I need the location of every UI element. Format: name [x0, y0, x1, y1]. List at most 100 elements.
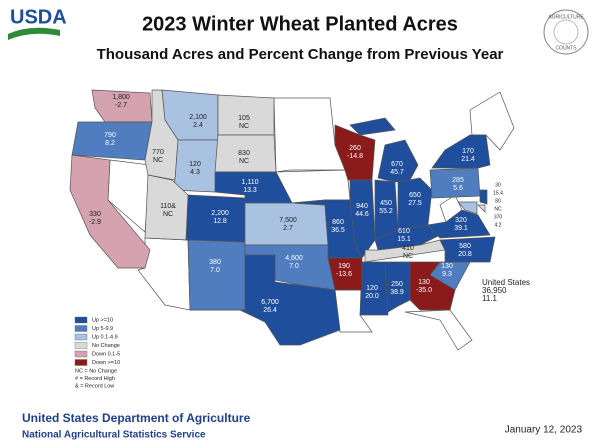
state-acres: 6,700 — [261, 299, 279, 306]
state-change: -14.8 — [347, 153, 363, 160]
state-change: 55.2 — [379, 208, 393, 215]
state-shape — [349, 117, 396, 136]
state-change: NC — [153, 157, 163, 164]
state-shape — [477, 204, 486, 213]
state-acres: 940 — [356, 203, 368, 210]
state-acres: 860 — [332, 219, 344, 226]
legend-swatch — [74, 325, 88, 332]
state-change: -13.6 — [336, 271, 352, 278]
legend-swatch — [74, 316, 88, 324]
state-acres: 370 — [494, 214, 503, 220]
nass-seal: AGRICULTURE COUNTS — [543, 9, 589, 55]
footer-date: January 12, 2023 — [505, 425, 583, 436]
legend-label: Up 0.1-4.9 — [92, 334, 118, 340]
legend-note: NC = No Change — [75, 368, 117, 374]
state-change: 5.6 — [453, 185, 463, 192]
state-change: -2.9 — [89, 219, 101, 226]
state-shape — [171, 139, 219, 193]
state-change: 26.4 — [263, 307, 277, 314]
state-acres: 830 — [238, 150, 250, 157]
state-change: 15.4 — [493, 190, 503, 196]
state-acres: 250 — [391, 281, 403, 288]
state-shape — [397, 177, 433, 231]
state-change: 38.9 — [390, 289, 404, 296]
legend-swatch — [74, 333, 88, 341]
us-total-label: United States — [482, 278, 530, 287]
state-acres: 190 — [338, 263, 350, 270]
state-change: -2.7 — [115, 102, 127, 109]
state-change: 13.3 — [243, 187, 257, 194]
legend: Up >=10 Up 5-9.9 Up 0.1-4.9 No Change Down 0… — [74, 316, 120, 389]
state-acres: 260 — [349, 145, 361, 152]
state-change: 44.6 — [355, 211, 369, 218]
state-shape — [457, 201, 478, 215]
legend-label: Up >=10 — [92, 317, 113, 323]
state-change: 4.2 — [495, 222, 502, 228]
state-acres: 110& — [160, 203, 176, 210]
legend-label: Down 0.1-5 — [92, 351, 120, 357]
state-acres: 450 — [380, 200, 392, 207]
state-change: 7.0 — [289, 263, 299, 270]
state-acres: 170 — [462, 148, 474, 155]
state-shape — [190, 254, 341, 346]
state-shape — [404, 309, 473, 351]
seal-top-text: AGRICULTURE — [548, 14, 584, 20]
usda-logo: USDA — [8, 6, 67, 40]
state-acres: 2,200 — [211, 210, 229, 217]
state-change: 4.3 — [190, 169, 200, 176]
title: 2023 Winter Wheat Planted Acres — [142, 13, 458, 35]
state-labels: 1,800-2.77908.2330-2.9770NC2,1002.41204.… — [89, 94, 503, 314]
state-shape — [359, 261, 389, 316]
state-change: 20.8 — [458, 251, 472, 258]
state-shape — [69, 154, 151, 269]
state-change: NC — [494, 206, 502, 212]
state-change: 8.2 — [105, 140, 115, 147]
state-acres: 610 — [398, 228, 410, 235]
seal-inner — [553, 19, 579, 45]
state-acres: 285 — [452, 177, 464, 184]
state-acres: 650 — [409, 192, 421, 199]
subtitle: Thousand Acres and Percent Change from P… — [97, 46, 504, 63]
state-change: 15.1 — [397, 236, 411, 243]
logo-text: USDA — [10, 6, 67, 28]
state-change: 27.5 — [408, 200, 422, 207]
state-acres: 1,110 — [242, 179, 259, 186]
state-acres: 1,800 — [112, 94, 130, 101]
state-acres: 2,100 — [189, 114, 207, 121]
seal-ring — [543, 9, 589, 55]
state-acres: 4,600 — [285, 255, 303, 262]
state-acres: 330 — [89, 211, 101, 218]
state-acres: 380 — [209, 259, 221, 266]
state-acres: 7,500 — [279, 217, 297, 224]
legend-swatch — [74, 342, 88, 349]
state-change: NC — [239, 158, 249, 165]
state-change: -35.0 — [416, 287, 432, 294]
state-acres: 790 — [104, 132, 116, 139]
state-acres: 120 — [189, 161, 201, 168]
state-change: 2.4 — [193, 122, 203, 129]
legend-label: Down >=10 — [92, 360, 120, 366]
legend-label: No Change — [92, 343, 120, 349]
us-total-acres: 36,950 — [482, 286, 507, 295]
state-shape — [431, 134, 491, 169]
state-change: 36.5 — [331, 227, 345, 234]
state-change: NC — [239, 123, 249, 130]
state-shape — [427, 209, 491, 239]
state-acres: 770 — [152, 149, 164, 156]
logo-swoosh — [8, 27, 60, 40]
legend-note: & = Record Low — [75, 383, 114, 389]
state-shape — [327, 257, 363, 291]
state-acres: 120 — [366, 285, 378, 292]
state-change: NC — [403, 253, 413, 260]
state-acres: 30 — [495, 182, 501, 188]
state-acres: 105 — [238, 115, 250, 122]
us-total-change: 11.1 — [482, 294, 498, 303]
state-change: 39.1 — [454, 225, 468, 232]
state-shapes — [69, 89, 515, 351]
state-shape — [409, 261, 456, 311]
state-change: 45.7 — [390, 169, 404, 176]
state-change: 20.0 — [365, 293, 379, 300]
footer-service: National Agricultural Statistics Service — [22, 430, 206, 441]
